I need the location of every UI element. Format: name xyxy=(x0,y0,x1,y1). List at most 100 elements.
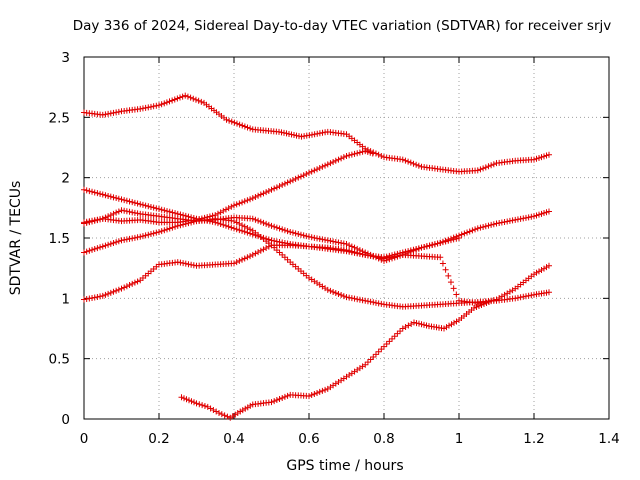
data-point xyxy=(458,231,465,238)
data-point xyxy=(239,222,246,229)
data-point xyxy=(346,294,353,301)
data-point xyxy=(94,217,101,224)
data-point xyxy=(378,254,385,261)
data-point xyxy=(281,227,288,234)
data-point xyxy=(142,104,149,111)
data-point xyxy=(271,223,278,230)
data-point xyxy=(327,287,334,294)
data-point xyxy=(158,101,165,108)
data-point xyxy=(546,208,552,215)
data-point xyxy=(319,387,326,394)
data-point xyxy=(182,260,189,267)
data-point xyxy=(308,168,315,175)
data-point xyxy=(391,253,398,260)
data-point xyxy=(525,292,532,299)
data-point xyxy=(182,92,189,99)
data-point xyxy=(113,287,120,294)
data-point xyxy=(257,218,264,225)
data-point xyxy=(113,109,120,116)
data-point xyxy=(493,220,500,227)
data-point xyxy=(231,202,237,209)
data-points xyxy=(81,92,552,421)
data-point xyxy=(389,335,396,342)
data-point xyxy=(284,228,291,235)
data-point xyxy=(346,242,353,249)
y-tick-label: 3 xyxy=(61,50,70,66)
data-point xyxy=(126,282,133,289)
data-point xyxy=(244,124,251,131)
data-point xyxy=(362,297,369,304)
data-point xyxy=(348,151,355,158)
data-point xyxy=(450,285,457,292)
data-point xyxy=(187,94,194,101)
data-point xyxy=(485,222,492,229)
y-axis-label: SDTVAR / TECUs xyxy=(8,181,24,296)
data-point xyxy=(192,96,199,103)
data-point xyxy=(121,236,128,243)
data-point xyxy=(295,174,302,181)
data-point xyxy=(434,240,441,247)
data-point xyxy=(407,159,414,166)
data-point xyxy=(295,231,302,238)
data-point xyxy=(255,192,262,199)
data-point xyxy=(265,187,272,194)
y-tick-label: 0 xyxy=(61,412,70,428)
data-point xyxy=(134,200,141,207)
data-point xyxy=(123,283,130,290)
data-point xyxy=(386,254,393,261)
data-point xyxy=(220,207,227,214)
data-point xyxy=(354,250,361,257)
data-point xyxy=(121,197,128,204)
data-point xyxy=(453,233,460,240)
data-point xyxy=(474,167,481,174)
data-point xyxy=(220,221,227,228)
data-point xyxy=(340,240,347,247)
data-point xyxy=(239,122,246,129)
data-point xyxy=(351,150,358,157)
data-point xyxy=(348,249,355,256)
data-point xyxy=(158,206,165,213)
data-point xyxy=(83,219,90,226)
data-point xyxy=(118,285,125,292)
data-point xyxy=(233,219,240,226)
data-point xyxy=(423,243,430,250)
data-point xyxy=(375,300,382,307)
data-point xyxy=(472,226,479,233)
data-point xyxy=(131,209,138,216)
data-point xyxy=(91,294,98,301)
data-point xyxy=(228,224,235,231)
data-point xyxy=(218,411,225,418)
data-point xyxy=(134,278,141,285)
data-point xyxy=(490,297,497,304)
data-point xyxy=(332,289,339,296)
data-point xyxy=(346,248,353,255)
data-point xyxy=(522,293,529,300)
data-point xyxy=(359,251,366,258)
data-point xyxy=(179,93,186,100)
data-point xyxy=(324,286,331,293)
data-point xyxy=(348,243,355,250)
data-point xyxy=(137,105,144,112)
data-point xyxy=(231,119,238,126)
data-point xyxy=(150,230,157,237)
data-point xyxy=(279,394,286,401)
data-point xyxy=(153,229,160,236)
data-point xyxy=(461,230,468,237)
data-point xyxy=(281,180,288,187)
data-point xyxy=(150,103,157,110)
data-point xyxy=(474,300,481,307)
data-point xyxy=(514,294,521,301)
data-point xyxy=(89,218,96,225)
data-point xyxy=(83,187,90,194)
data-point xyxy=(223,116,230,123)
data-point xyxy=(234,120,240,127)
data-point xyxy=(348,295,355,302)
data-point xyxy=(249,195,256,202)
x-tick-label: 1 xyxy=(455,431,464,447)
data-point xyxy=(94,245,101,252)
data-point xyxy=(498,219,505,226)
data-point xyxy=(343,294,350,301)
data-point xyxy=(172,210,179,217)
data-point xyxy=(110,210,117,217)
data-point xyxy=(89,188,96,195)
